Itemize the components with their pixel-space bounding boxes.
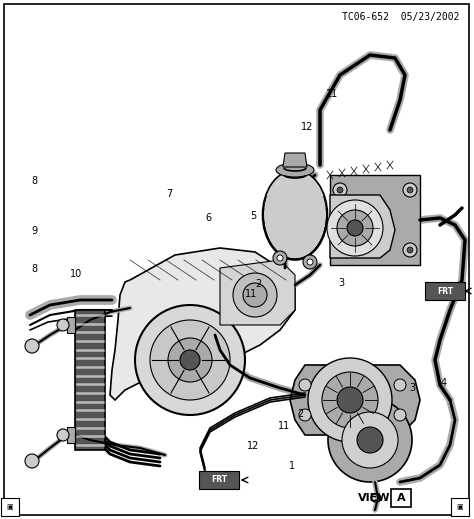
Text: 3: 3 [410, 383, 415, 393]
Text: ▣: ▣ [456, 504, 463, 510]
Circle shape [394, 409, 406, 421]
Text: 2: 2 [255, 279, 262, 290]
Circle shape [322, 372, 378, 428]
Text: FRT: FRT [437, 286, 453, 295]
Text: VIEW: VIEW [358, 493, 391, 503]
Circle shape [394, 379, 406, 391]
Text: 6: 6 [206, 213, 211, 223]
Polygon shape [290, 365, 420, 435]
Text: 7: 7 [166, 188, 173, 199]
Polygon shape [75, 310, 105, 450]
Circle shape [308, 358, 392, 442]
Circle shape [328, 398, 412, 482]
Polygon shape [67, 427, 75, 443]
Circle shape [333, 243, 347, 257]
Circle shape [407, 247, 413, 253]
Text: TC06-652  05/23/2002: TC06-652 05/23/2002 [343, 12, 460, 22]
Circle shape [243, 283, 267, 307]
Polygon shape [330, 175, 420, 265]
Circle shape [25, 454, 39, 468]
Text: 9: 9 [31, 226, 37, 236]
Circle shape [168, 338, 212, 382]
Polygon shape [283, 153, 307, 167]
Circle shape [303, 255, 317, 269]
Circle shape [25, 339, 39, 353]
Text: 12: 12 [247, 441, 260, 452]
Ellipse shape [276, 163, 314, 177]
Text: 4: 4 [440, 378, 446, 388]
FancyBboxPatch shape [451, 498, 469, 516]
Text: ▣: ▣ [7, 504, 13, 510]
Ellipse shape [263, 170, 328, 260]
Circle shape [277, 255, 283, 261]
Text: 10: 10 [70, 269, 82, 279]
FancyBboxPatch shape [199, 471, 239, 489]
Polygon shape [220, 260, 295, 325]
Text: 12: 12 [301, 122, 313, 132]
Polygon shape [67, 317, 75, 333]
Text: 2: 2 [297, 409, 303, 419]
Text: FRT: FRT [211, 475, 227, 485]
Text: 11: 11 [278, 420, 291, 431]
Text: 11: 11 [245, 289, 257, 299]
Circle shape [180, 350, 200, 370]
Circle shape [135, 305, 245, 415]
Text: 1: 1 [289, 461, 295, 471]
Circle shape [299, 379, 311, 391]
Circle shape [299, 409, 311, 421]
Circle shape [327, 200, 383, 256]
Circle shape [403, 243, 417, 257]
Circle shape [57, 429, 69, 441]
Text: 8: 8 [31, 264, 37, 274]
Circle shape [150, 320, 230, 400]
Text: 3: 3 [338, 278, 344, 288]
Circle shape [342, 412, 398, 468]
FancyBboxPatch shape [425, 282, 465, 300]
Circle shape [347, 220, 363, 236]
Circle shape [407, 187, 413, 193]
Circle shape [307, 259, 313, 265]
Text: A: A [397, 493, 405, 503]
Text: 8: 8 [31, 175, 37, 186]
Circle shape [357, 427, 383, 453]
Circle shape [57, 319, 69, 331]
FancyBboxPatch shape [391, 489, 411, 507]
Text: 11: 11 [326, 89, 338, 100]
Text: 5: 5 [250, 211, 257, 221]
Circle shape [337, 187, 343, 193]
Circle shape [333, 183, 347, 197]
Circle shape [273, 251, 287, 265]
Polygon shape [110, 248, 295, 400]
Circle shape [403, 183, 417, 197]
Circle shape [337, 247, 343, 253]
Circle shape [337, 387, 363, 413]
Polygon shape [330, 195, 395, 258]
Circle shape [337, 210, 373, 246]
Circle shape [233, 273, 277, 317]
FancyBboxPatch shape [1, 498, 19, 516]
